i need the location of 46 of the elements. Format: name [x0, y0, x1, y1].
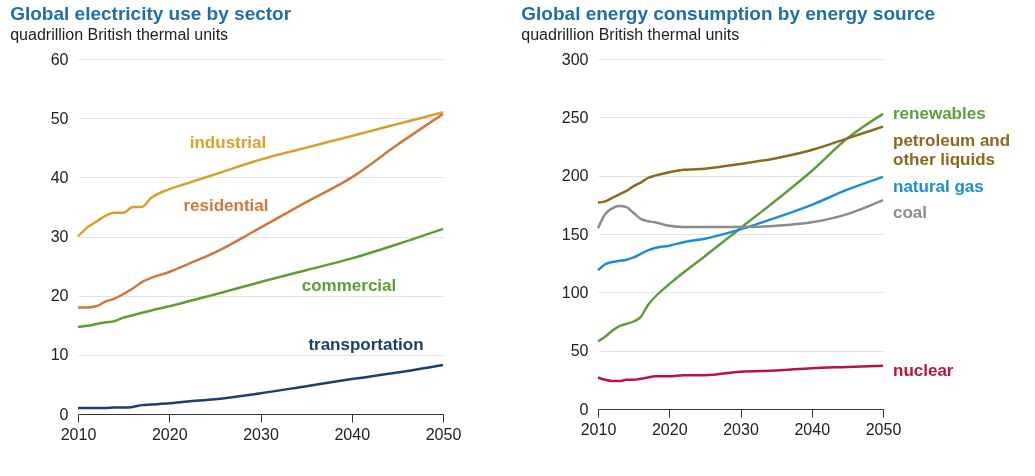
series-label: commercial	[301, 276, 397, 295]
line-series	[596, 175, 885, 272]
x-tick-label: 2010	[60, 425, 97, 443]
y-tick-label: 60	[50, 50, 69, 68]
y-tick-label: 50	[50, 109, 69, 127]
x-tick-label: 2050	[865, 420, 902, 438]
y-axis-title: quadrillion British thermal units	[10, 26, 229, 43]
y-tick-label: 20	[50, 287, 69, 305]
chart-title: Global electricity use by sector	[10, 3, 292, 24]
series-label: residential	[183, 196, 269, 215]
line-series	[76, 111, 445, 238]
y-tick-label: 0	[579, 400, 589, 418]
line-series	[596, 112, 885, 343]
y-tick-label: 0	[59, 405, 69, 423]
line-series	[76, 227, 445, 329]
x-tick-label: 2020	[651, 420, 688, 438]
series-label: nuclear	[893, 360, 954, 380]
x-tick-label: 2050	[425, 425, 462, 443]
y-tick-label: 10	[50, 346, 69, 364]
y-tick-label: 100	[561, 283, 589, 301]
x-tick-label: 2040	[794, 420, 831, 438]
x-tick-label: 2010	[580, 420, 617, 438]
series-label: renewables	[893, 103, 986, 123]
x-tick-label: 2030	[243, 425, 279, 443]
y-tick-label: 300	[561, 50, 589, 68]
series-label: natural gas	[893, 176, 984, 196]
line-series	[596, 198, 885, 230]
y-tick-label: 30	[50, 228, 69, 245]
y-tick-label: 150	[561, 225, 589, 243]
x-tick-label: 2040	[334, 425, 371, 443]
line-series	[596, 125, 885, 204]
y-tick-label: 50	[570, 342, 589, 360]
x-tick-label: 2020	[151, 425, 188, 443]
series-label: industrial	[189, 133, 267, 152]
x-tick-label: 2030	[723, 420, 759, 438]
line-series	[596, 364, 885, 383]
y-tick-label: 200	[561, 167, 589, 185]
series-label: petroleum and other liquids	[893, 130, 1011, 169]
y-tick-label: 250	[561, 108, 589, 126]
y-axis-title: quadrillion British thermal units	[521, 26, 740, 43]
line-series	[76, 112, 445, 309]
chart-title: Global energy consumption by energy source	[521, 3, 936, 24]
line-series	[76, 363, 445, 410]
y-tick-label: 40	[50, 168, 69, 186]
series-label: transportation	[308, 335, 424, 354]
series-label: coal	[893, 203, 928, 223]
